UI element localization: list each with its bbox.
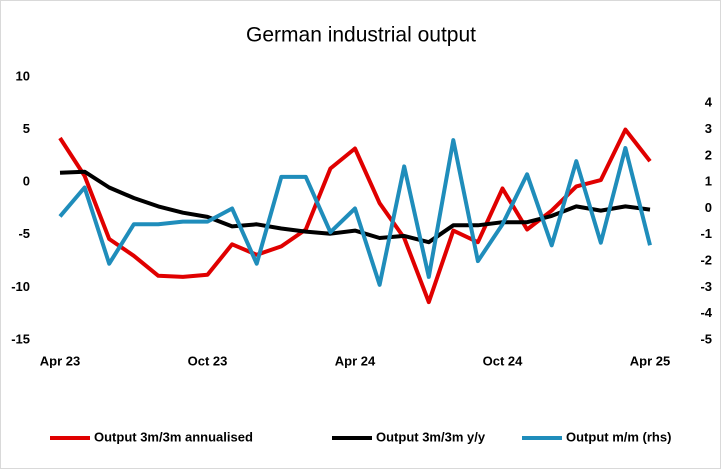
y2-tick-label: -2 [700,253,712,268]
x-tick-label: Apr 25 [630,353,670,368]
y2-tick-label: 4 [705,95,713,110]
y2-tick-label: 1 [705,174,712,189]
series-line [59,169,651,245]
y2-tick-label: -3 [700,279,712,294]
y2-tick-label: 2 [705,147,712,162]
y2-tick-label: 0 [705,200,712,215]
y2-tick-label: -4 [700,305,712,320]
y-tick-label: -10 [11,279,30,294]
series-line [58,138,652,287]
legend-label: Output m/m (rhs) [566,429,671,444]
series-line [58,127,652,305]
y2-tick-label: -5 [700,331,712,346]
x-tick-label: Oct 23 [188,353,228,368]
legend-label: Output 3m/3m annualised [94,429,253,444]
x-tick-label: Oct 24 [483,353,524,368]
x-tick-label: Apr 23 [40,353,80,368]
y-tick-label: 10 [16,68,30,83]
legend-label: Output 3m/3m y/y [376,429,486,444]
y-tick-label: -5 [18,226,30,241]
y-tick-label: 0 [23,174,30,189]
y2-tick-label: -1 [700,226,712,241]
y-tick-label: 5 [23,121,30,136]
x-tick-label: Apr 24 [335,353,376,368]
y2-tick-label: 3 [705,121,712,136]
chart-title: German industrial output [246,24,476,47]
y-tick-label: -15 [11,331,30,346]
